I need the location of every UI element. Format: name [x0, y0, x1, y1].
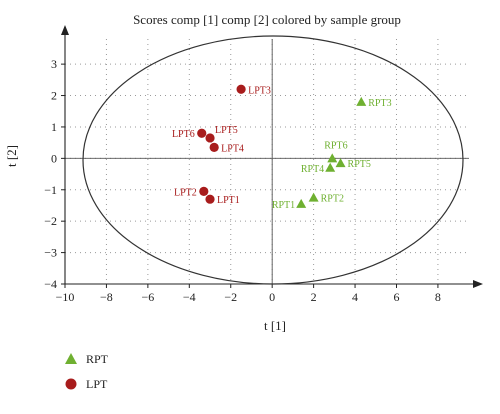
y-tick-label: −2: [44, 214, 57, 228]
x-tick-label: 6: [393, 290, 399, 304]
x-tick-label: 4: [352, 290, 358, 304]
point-label-rpt1: RPT1: [272, 200, 295, 211]
legend-label-rpt: RPT: [86, 352, 109, 366]
x-tick-label: 2: [311, 290, 317, 304]
y-axis-arrow: [61, 25, 69, 35]
point-label-lpt3: LPT3: [248, 85, 271, 96]
point-label-rpt2: RPT2: [321, 194, 344, 205]
data-point-rpt2: [308, 192, 319, 202]
y-tick-label: 1: [51, 120, 57, 134]
point-label-lpt1: LPT1: [217, 195, 240, 206]
data-point-rpt5: [335, 158, 346, 168]
x-axis-arrow: [473, 280, 483, 288]
x-tick-label: −2: [224, 290, 237, 304]
data-point-lpt1: [205, 194, 215, 204]
y-tick-label: −1: [44, 183, 57, 197]
x-tick-label: 0: [269, 290, 275, 304]
x-tick-label: 8: [435, 290, 441, 304]
data-point-rpt6: [327, 153, 338, 163]
point-label-rpt6: RPT6: [324, 140, 347, 151]
x-tick-label: −6: [141, 290, 154, 304]
point-label-lpt6: LPT6: [172, 129, 195, 140]
data-point-lpt5: [205, 133, 215, 143]
point-label-lpt4: LPT4: [221, 143, 244, 154]
x-tick-label: −4: [183, 290, 196, 304]
legend-marker-rpt: [65, 353, 77, 364]
y-tick-label: 2: [51, 89, 57, 103]
y-tick-label: −3: [44, 246, 57, 260]
x-tick-label: −8: [100, 290, 113, 304]
data-point-lpt4: [209, 142, 219, 152]
point-label-rpt5: RPT5: [348, 159, 371, 170]
confidence-ellipse: [82, 35, 464, 285]
chart-title: Scores comp [1] comp [2] colored by samp…: [133, 12, 401, 27]
x-axis-label: t [1]: [264, 318, 286, 333]
point-label-rpt3: RPT3: [368, 98, 391, 109]
y-tick-label: −4: [44, 277, 57, 291]
data-point-lpt3: [236, 84, 246, 94]
legend-marker-lpt: [65, 378, 77, 390]
y-tick-label: 0: [51, 151, 57, 165]
point-label-lpt5: LPT5: [215, 125, 238, 136]
y-tick-label: 3: [51, 57, 57, 71]
point-label-rpt4: RPT4: [301, 164, 324, 175]
point-label-lpt2: LPT2: [174, 187, 197, 198]
data-point-rpt1: [296, 198, 307, 208]
data-point-lpt6: [197, 128, 207, 138]
data-point-rpt3: [356, 96, 367, 106]
data-point-lpt2: [199, 186, 209, 196]
legend-label-lpt: LPT: [86, 377, 108, 391]
data-point-rpt4: [325, 162, 336, 172]
y-axis-label: t [2]: [4, 145, 19, 167]
x-tick-label: −10: [56, 290, 75, 304]
